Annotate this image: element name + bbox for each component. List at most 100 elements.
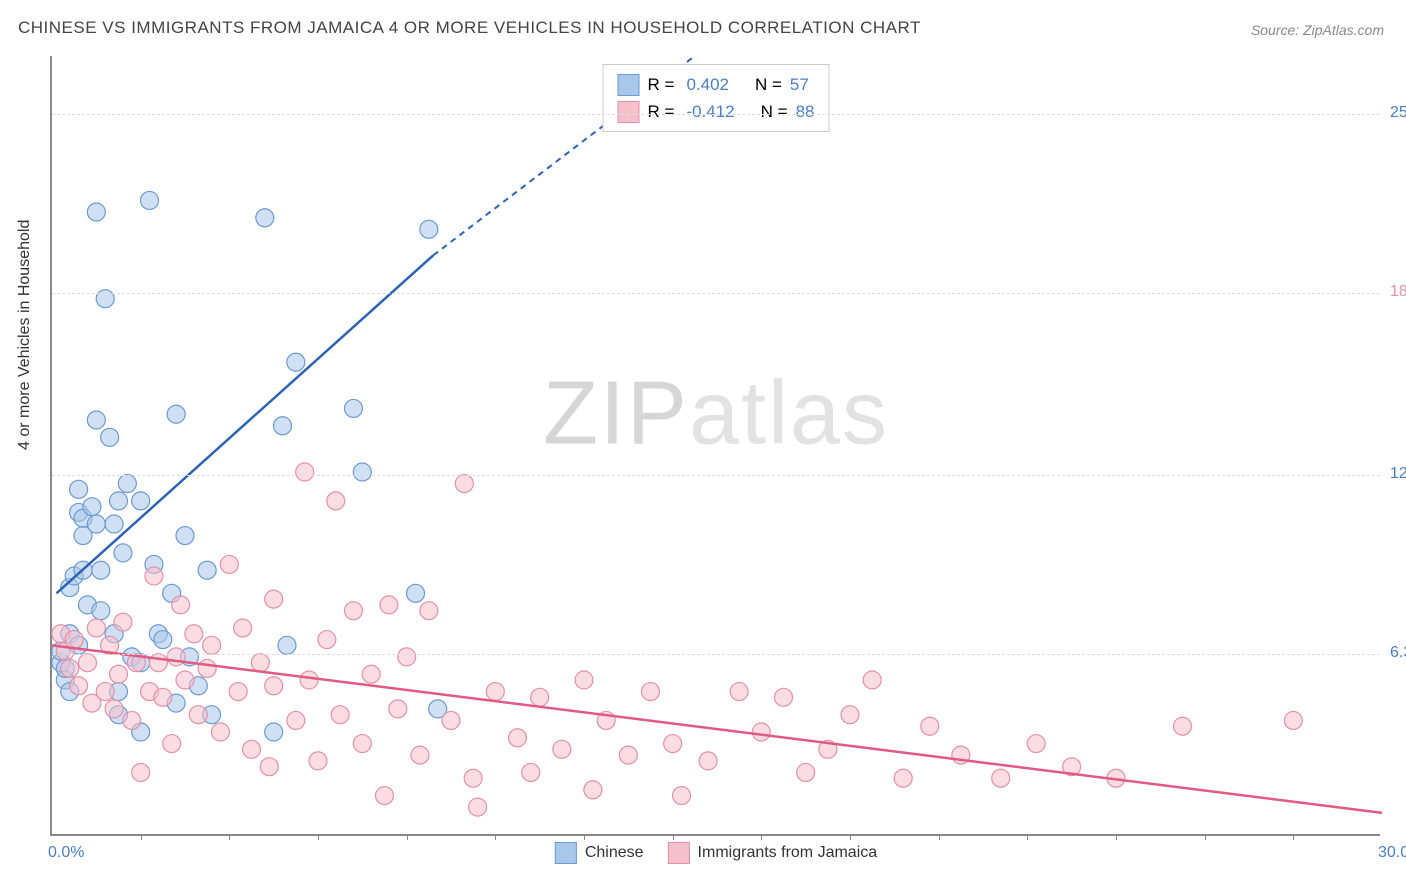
scatter-point: [256, 209, 274, 227]
x-minor-tick: [1293, 834, 1294, 840]
gridline: [52, 114, 1380, 115]
scatter-point: [642, 683, 660, 701]
x-minor-tick: [939, 834, 940, 840]
scatter-point: [87, 203, 105, 221]
x-minor-tick: [1116, 834, 1117, 840]
r-value: -0.412: [686, 98, 734, 125]
x-tick-label: 0.0%: [48, 844, 84, 862]
gridline: [52, 475, 1380, 476]
scatter-point: [61, 659, 79, 677]
scatter-point: [87, 619, 105, 637]
y-tick-label: 25.0%: [1390, 104, 1406, 122]
y-tick-label: 6.3%: [1390, 644, 1406, 662]
scatter-point: [163, 735, 181, 753]
r-value: 0.402: [686, 71, 729, 98]
n-value: 88: [796, 98, 815, 125]
legend-swatch: [555, 842, 577, 864]
chart-svg: [52, 56, 1380, 834]
scatter-point: [92, 602, 110, 620]
scatter-point: [154, 631, 172, 649]
scatter-point: [673, 787, 691, 805]
scatter-point: [575, 671, 593, 689]
scatter-point: [229, 683, 247, 701]
scatter-point: [420, 220, 438, 238]
scatter-point: [730, 683, 748, 701]
scatter-point: [92, 561, 110, 579]
scatter-point: [296, 463, 314, 481]
x-minor-tick: [229, 834, 230, 840]
x-minor-tick: [407, 834, 408, 840]
scatter-point: [469, 798, 487, 816]
scatter-point: [353, 735, 371, 753]
scatter-point: [203, 636, 221, 654]
scatter-point: [110, 492, 128, 510]
scatter-point: [287, 353, 305, 371]
scatter-point: [309, 752, 327, 770]
x-minor-tick: [1205, 834, 1206, 840]
scatter-point: [278, 636, 296, 654]
scatter-point: [167, 648, 185, 666]
scatter-point: [114, 613, 132, 631]
stats-legend-row: R = -0.412N = 88: [618, 98, 815, 125]
scatter-point: [398, 648, 416, 666]
scatter-point: [318, 631, 336, 649]
scatter-point: [265, 590, 283, 608]
scatter-point: [411, 746, 429, 764]
scatter-point: [234, 619, 252, 637]
scatter-point: [1284, 711, 1302, 729]
scatter-point: [132, 492, 150, 510]
trend-line: [56, 255, 433, 593]
scatter-point: [114, 544, 132, 562]
source-label: Source: ZipAtlas.com: [1251, 22, 1384, 38]
chart-title: CHINESE VS IMMIGRANTS FROM JAMAICA 4 OR …: [18, 18, 921, 38]
plot-area: ZIPatlas R = 0.402N = 57R = -0.412N = 88…: [50, 56, 1380, 836]
scatter-point: [123, 711, 141, 729]
scatter-point: [455, 475, 473, 493]
x-minor-tick: [761, 834, 762, 840]
n-value: 57: [790, 71, 809, 98]
scatter-point: [101, 428, 119, 446]
scatter-point: [584, 781, 602, 799]
series-legend-label: Chinese: [585, 844, 644, 862]
x-minor-tick: [318, 834, 319, 840]
scatter-point: [344, 399, 362, 417]
scatter-point: [442, 711, 460, 729]
x-minor-tick: [495, 834, 496, 840]
scatter-point: [300, 671, 318, 689]
stats-legend: R = 0.402 N = 57R = -0.412N = 88: [603, 64, 830, 132]
scatter-point: [894, 769, 912, 787]
scatter-point: [145, 567, 163, 585]
scatter-point: [70, 677, 88, 695]
scatter-point: [407, 584, 425, 602]
scatter-point: [380, 596, 398, 614]
scatter-point: [327, 492, 345, 510]
scatter-point: [78, 654, 96, 672]
scatter-point: [274, 417, 292, 435]
scatter-point: [362, 665, 380, 683]
scatter-point: [921, 717, 939, 735]
scatter-point: [287, 711, 305, 729]
scatter-point: [83, 498, 101, 516]
scatter-point: [176, 527, 194, 545]
series-legend-label: Immigrants from Jamaica: [698, 844, 878, 862]
scatter-point: [389, 700, 407, 718]
scatter-point: [96, 683, 114, 701]
scatter-point: [141, 191, 159, 209]
x-minor-tick: [850, 834, 851, 840]
gridline: [52, 293, 1380, 294]
series-legend-item: Chinese: [555, 842, 644, 864]
scatter-point: [331, 706, 349, 724]
r-prefix: R =: [648, 71, 675, 98]
scatter-point: [775, 688, 793, 706]
scatter-point: [353, 463, 371, 481]
legend-swatch: [618, 74, 640, 96]
n-prefix: N =: [755, 71, 782, 98]
scatter-point: [251, 654, 269, 672]
scatter-point: [87, 515, 105, 533]
x-minor-tick: [141, 834, 142, 840]
x-minor-tick: [1027, 834, 1028, 840]
scatter-point: [376, 787, 394, 805]
scatter-point: [992, 769, 1010, 787]
y-tick-label: 18.8%: [1390, 283, 1406, 301]
scatter-point: [154, 688, 172, 706]
